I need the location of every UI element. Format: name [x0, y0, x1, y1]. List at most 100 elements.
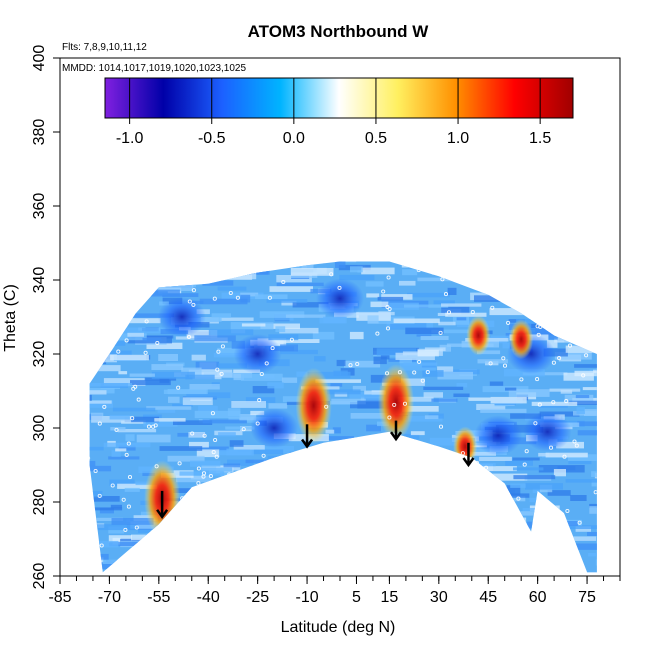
field-streak — [390, 465, 424, 470]
field-streak — [233, 445, 265, 450]
field-streak — [175, 336, 198, 340]
field-streak — [433, 512, 482, 518]
obs-point — [291, 491, 296, 496]
field-streak — [111, 518, 154, 525]
field-streak — [127, 332, 144, 337]
field-streak — [169, 568, 193, 572]
field-streak — [378, 520, 389, 525]
field-streak — [322, 515, 342, 521]
field-streak — [106, 563, 150, 572]
obs-point — [264, 361, 269, 366]
field-streak — [89, 400, 113, 408]
obs-point — [524, 449, 529, 454]
field-streak — [393, 318, 440, 324]
field-streak — [509, 263, 528, 271]
field-streak — [602, 404, 630, 411]
field-streak — [469, 546, 508, 554]
colorbar-tick-label: 1.0 — [447, 130, 469, 147]
field-streak — [576, 407, 585, 414]
obs-point — [552, 293, 557, 298]
field-streak — [522, 565, 543, 570]
field-streak — [350, 413, 388, 419]
obs-point — [89, 456, 91, 461]
field-streak — [490, 396, 527, 404]
field-streak — [245, 459, 289, 464]
field-streak — [366, 424, 381, 432]
field-streak — [230, 249, 260, 254]
obs-point — [144, 319, 149, 324]
field-streak — [217, 286, 247, 291]
field-streak — [312, 246, 326, 253]
field-streak — [276, 282, 324, 287]
obs-point — [107, 293, 112, 298]
field-streak — [549, 327, 564, 332]
field-streak — [110, 354, 149, 361]
obs-point — [234, 514, 239, 519]
obs-point — [389, 497, 394, 503]
field-streak — [401, 244, 430, 248]
field-streak — [282, 517, 307, 521]
field-streak — [115, 318, 161, 324]
colorbar-tick-label: -0.5 — [198, 130, 226, 147]
field-streak — [142, 273, 157, 280]
field-streak — [259, 505, 279, 512]
field-streak — [93, 580, 132, 587]
obs-point — [468, 540, 473, 545]
field-streak — [250, 484, 277, 491]
obs-point — [302, 511, 307, 516]
field-streak — [220, 272, 257, 280]
field-streak — [479, 456, 512, 461]
field-streak — [440, 490, 481, 498]
obs-point — [319, 524, 324, 529]
field-streak — [619, 579, 628, 583]
obs-point — [115, 295, 120, 300]
obs-point — [495, 494, 500, 499]
field-streak — [410, 431, 425, 436]
field-streak — [480, 408, 527, 413]
obs-point — [118, 258, 121, 261]
field-streak — [158, 566, 205, 573]
obs-point — [255, 421, 260, 426]
field-streak — [438, 460, 470, 468]
field-streak — [589, 506, 597, 514]
obs-point — [191, 302, 196, 307]
obs-point — [397, 370, 402, 375]
obs-point — [274, 261, 279, 266]
field-streak — [188, 506, 214, 514]
obs-point — [151, 424, 156, 429]
field-streak — [149, 532, 171, 537]
field-streak — [160, 251, 192, 256]
field-streak — [595, 559, 597, 566]
obs-point — [382, 439, 387, 444]
field-streak — [213, 352, 246, 358]
field-streak — [334, 261, 346, 268]
x-tick-label: -10 — [295, 589, 318, 606]
field-streak — [198, 405, 218, 412]
coldspot — [316, 278, 364, 319]
obs-point — [195, 510, 200, 515]
obs-point — [83, 516, 86, 519]
obs-point — [348, 363, 353, 368]
field-streak — [182, 397, 213, 406]
field-streak — [291, 477, 332, 483]
field-streak — [277, 506, 310, 510]
obs-point — [577, 564, 583, 569]
field-streak — [423, 392, 443, 398]
field-streak — [567, 454, 597, 461]
field-streak — [529, 297, 558, 305]
field-streak — [269, 494, 316, 498]
field-streak — [582, 387, 597, 391]
field-streak — [365, 281, 384, 287]
field-streak — [468, 397, 491, 401]
obs-point — [564, 399, 569, 404]
field-streak — [469, 489, 515, 496]
hotspot — [378, 364, 414, 441]
obs-point — [535, 377, 540, 382]
field-streak — [153, 532, 168, 538]
field-streak — [478, 512, 509, 518]
descent-arrow-head — [156, 509, 169, 519]
field-streak — [168, 396, 180, 403]
obs-point — [321, 257, 324, 260]
field-streak — [607, 289, 645, 295]
field-streak — [165, 546, 196, 551]
